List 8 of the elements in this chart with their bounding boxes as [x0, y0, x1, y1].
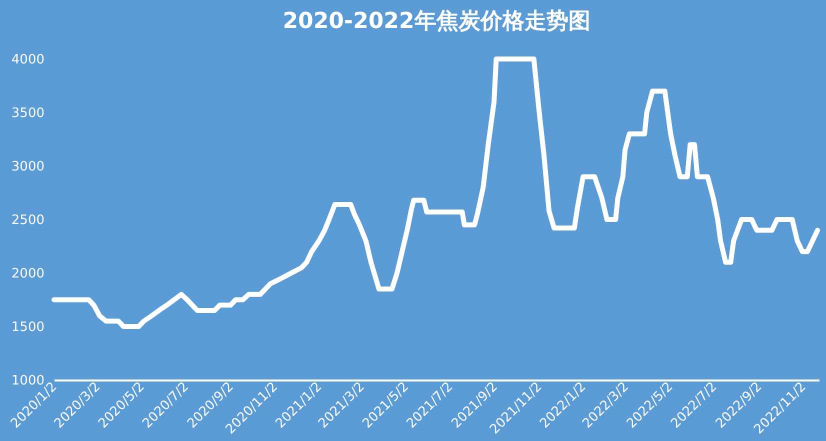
chart-title: 2020-2022年焦炭价格走势图: [282, 9, 590, 34]
y-tick-label: 2000: [11, 266, 44, 282]
y-tick-label: 1000: [11, 374, 44, 388]
y-tick-label: 3000: [11, 160, 44, 174]
y-tick-label: 2500: [11, 213, 44, 228]
y-tick-label: 4000: [11, 52, 44, 68]
y-tick-label: 1500: [11, 320, 44, 335]
y-tick-label: 3500: [11, 106, 44, 121]
